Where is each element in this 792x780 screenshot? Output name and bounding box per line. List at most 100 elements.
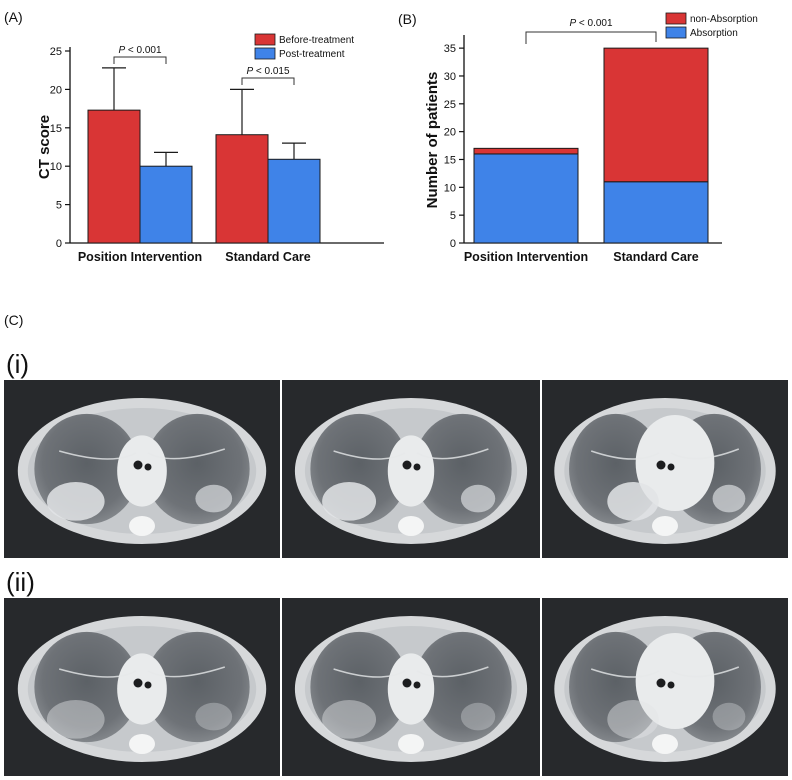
bar-before-treatment-position-intervention (87, 109, 141, 244)
ct-slice-row-i-3-opacity (712, 484, 746, 513)
ct-slice-row-i-1-mediastinum (117, 435, 167, 507)
y-tick-label-15: 15 (444, 154, 456, 166)
y-axis-label: CT score (36, 115, 53, 179)
ct-slice-row-i-3-consolidation (607, 482, 659, 521)
ct-slice-row-i-2-airway-2 (413, 463, 421, 471)
ct-slice-row-i-3 (542, 380, 788, 558)
panel-label-c: (C) (4, 312, 23, 328)
ct-slice-row-ii-2-mediastinum (387, 653, 435, 725)
y-tick-label-15: 15 (50, 123, 62, 135)
ct-slice-row-i-2-spine (398, 515, 424, 536)
panel-label-b: (B) (398, 11, 417, 27)
ct-slice-row-ii-3-opacity (712, 702, 746, 731)
row-label-i: (i) (6, 349, 29, 379)
ct-slice-row-i-1-opacity (195, 484, 233, 513)
ct-slice-row-ii-2-airway-2 (413, 681, 421, 689)
ct-slice-row-ii-3 (542, 598, 788, 776)
chart-b-number-of-patients: 0 5 10 15 20 25 30 35 Number of patients Position… (424, 12, 758, 264)
ct-slice-row-ii-1-mediastinum (117, 653, 167, 725)
ct-slice-row-i-1 (4, 380, 280, 558)
ct-slice-row-ii-1-opacity (195, 702, 233, 731)
y-tick-label-5: 5 (450, 210, 456, 222)
ct-slice-row-ii-1 (4, 598, 280, 776)
x-tick-label-standard-care: Standard Care (613, 250, 698, 264)
ct-slice-row-i-2-opacity (460, 484, 496, 513)
ct-slice-row-ii-1-vessels (58, 666, 226, 678)
ct-slice-row-i-2-vessels (333, 448, 489, 460)
bar-post-treatment-standard-care (267, 158, 321, 244)
ct-slice-row-i-1-vessels (58, 448, 226, 460)
bar-non-absorption-position-intervention (473, 147, 579, 155)
ct-slice-row-i-3-airway (656, 460, 666, 470)
y-tick-label-10: 10 (444, 182, 456, 194)
ct-slice-row-ii-3-spine (652, 733, 678, 754)
y-tick-label-30: 30 (444, 71, 456, 83)
ct-slice-row-i-2-consolidation (322, 482, 377, 521)
bar-non-absorption-standard-care (603, 47, 709, 183)
ct-slice-row-i-1-consolidation (46, 482, 105, 521)
ct-slice-row-ii-2-vessels (333, 666, 489, 678)
ct-slice-row-ii-3-mediastinum (635, 632, 715, 730)
legend-swatch-post-treatment (254, 47, 276, 60)
y-tick-label-5: 5 (56, 200, 62, 212)
y-tick-label-20: 20 (444, 127, 456, 139)
bar-post-treatment-position-intervention (139, 165, 193, 244)
significance-label-2: P < 0.015 (246, 66, 290, 77)
legend-label-non-absorption: non-Absorption (690, 14, 758, 25)
legend-label-before-treatment: Before-treatment (279, 35, 354, 46)
legend-swatch-before-treatment (254, 33, 276, 46)
significance-label-1: P < 0.001 (118, 45, 162, 56)
ct-slice-row-i-3-airway-2 (667, 463, 675, 471)
y-tick-label-10: 10 (50, 161, 62, 173)
y-tick-label-25: 25 (444, 99, 456, 111)
ct-slice-row-ii-2-spine (398, 733, 424, 754)
ct-slice-row-ii-2-airway (402, 678, 412, 688)
chart-a-ct-score: 0 5 10 15 20 25 CT score Position Intervention S… (36, 33, 384, 264)
y-tick-label-25: 25 (50, 46, 62, 58)
ct-slice-row-i-2-mediastinum (387, 435, 435, 507)
ct-slice-row-i-1-spine (129, 515, 155, 536)
legend-swatch-absorption (665, 26, 687, 39)
significance-label: P < 0.001 (569, 18, 613, 29)
y-tick-label-20: 20 (50, 84, 62, 96)
ct-slice-row-ii-1-airway (133, 678, 143, 688)
ct-slice-row-ii-3-airway (656, 678, 666, 688)
panel-label-a: (A) (4, 9, 23, 25)
ct-slice-row-ii-2-right-lung (310, 631, 409, 743)
ct-slice-row-ii-3-consolidation (607, 700, 659, 739)
legend-label-post-treatment: Post-treatment (279, 49, 345, 60)
ct-slice-row-ii-1-left-lung (144, 631, 250, 743)
x-tick-label-position-intervention: Position Intervention (78, 250, 202, 264)
ct-slice-row-ii-1-right-lung (34, 631, 140, 743)
legend-swatch-non-absorption (665, 12, 687, 25)
bar-before-treatment-standard-care (215, 134, 269, 244)
bar-absorption-standard-care (603, 181, 709, 244)
y-tick-label-35: 35 (444, 43, 456, 55)
ct-slice-row-ii-2 (282, 598, 540, 776)
ct-slice-row-ii-1-spine (129, 733, 155, 754)
ct-slice-row-i-3-vessels (590, 448, 740, 460)
row-label-ii: (ii) (6, 567, 35, 597)
y-axis-label: Number of patients (424, 72, 441, 209)
ct-slice-row-i-2-airway (402, 460, 412, 470)
bar-absorption-position-intervention (473, 153, 579, 244)
ct-slice-row-i-3-spine (652, 515, 678, 536)
ct-slice-row-i-2 (282, 380, 540, 558)
ct-slice-row-ii-2-opacity (460, 702, 496, 731)
ct-slice-row-i-1-airway-2 (144, 463, 152, 471)
ct-image-grid (4, 380, 788, 776)
y-tick-label-0: 0 (56, 238, 62, 250)
legend-label-absorption: Absorption (690, 28, 738, 39)
ct-slice-row-ii-1-airway-2 (144, 681, 152, 689)
ct-slice-row-ii-3-vessels (590, 666, 740, 678)
significance-bracket (525, 31, 657, 44)
ct-slice-row-ii-3-right-lung (569, 631, 663, 743)
y-tick-label-0: 0 (450, 238, 456, 250)
ct-slice-row-i-3-mediastinum (635, 414, 715, 512)
x-tick-label-standard-care: Standard Care (225, 250, 310, 264)
ct-slice-row-ii-2-consolidation (322, 700, 377, 739)
significance-bracket-1 (113, 56, 167, 64)
significance-bracket-2 (241, 77, 295, 85)
ct-slice-row-ii-1-consolidation (46, 700, 105, 739)
